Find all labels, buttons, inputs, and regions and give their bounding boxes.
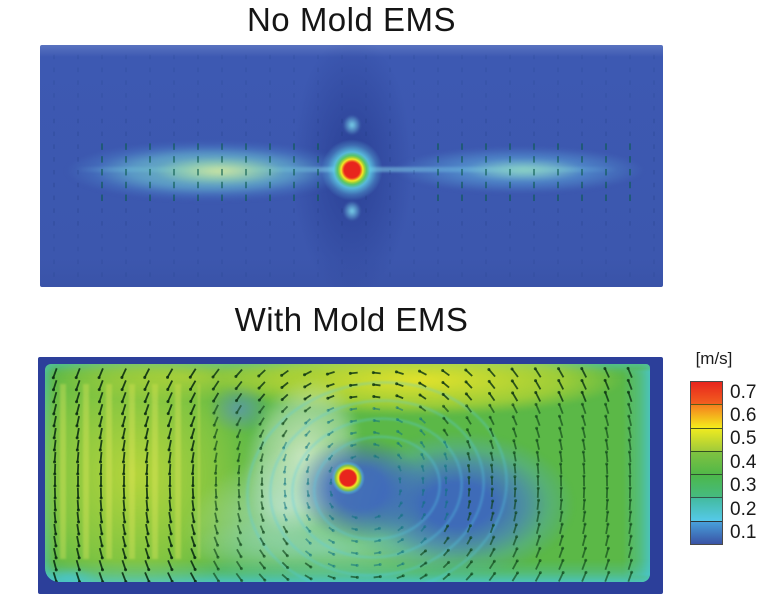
right-jet-band-core: [465, 159, 585, 181]
colorbar-tick-label: 0.5: [730, 428, 757, 450]
pale-spiral-band-upper: [225, 364, 380, 549]
colorbar-body: 0.7 0.6 0.5 0.4 0.3 0.2 0.1: [690, 381, 756, 545]
colorbar-tick-label: 0.4: [730, 451, 757, 473]
upper-blue-patch: [208, 384, 270, 434]
colorbar-segment: [691, 450, 722, 475]
colorbar-segment: [691, 497, 722, 521]
center-shadow-column: [292, 45, 412, 287]
top-high-velocity-band-left: [45, 364, 325, 402]
left-high-velocity-region: [45, 364, 260, 582]
bottom-edge-cyan-band: [45, 560, 650, 582]
colorbar-gradient: [690, 381, 723, 545]
colorbar-unit-label: [m/s]: [695, 349, 733, 368]
colorbar: [m/s] 0.7 0.6 0.5 0.4 0.3 0.2 0.1: [686, 349, 782, 545]
colorbar-tick-label: 0.3: [730, 475, 757, 497]
right-edge-cyan-band: [622, 370, 650, 576]
colorbar-tick-label: 0.2: [730, 498, 757, 520]
colorbar-segment: [691, 474, 722, 498]
flow-field: [45, 364, 650, 582]
pale-spiral-band-lower: [185, 512, 475, 582]
colorbar-tick-labels: 0.7 0.6 0.5 0.4 0.3 0.2 0.1: [730, 381, 756, 545]
vortex-core-near-nozzle: [295, 436, 425, 541]
velocity-field-no-mold-ems: [40, 45, 663, 287]
panel-title-no-mold-ems: No Mold EMS: [246, 1, 457, 38]
vortex-cyan-arc: [306, 427, 448, 549]
colorbar-segment: [691, 382, 722, 405]
nozzle-hotspot: [325, 455, 371, 501]
secondary-jet-blob-lower: [343, 201, 361, 221]
bottom-left-cyan-corner: [45, 518, 189, 582]
vortex-cyan-arc: [257, 385, 497, 582]
colorbar-segment: [691, 404, 722, 428]
left-jet-band: [65, 141, 355, 201]
colorbar-tick-label: 0.7: [730, 381, 757, 403]
vortex-cyan-arc: [232, 364, 522, 582]
vector-field-overlay: [51, 366, 634, 582]
panel-title-with-mold-ems: With Mold EMS: [234, 301, 469, 338]
velocity-field-with-mold-ems: [38, 357, 663, 594]
vector-field-overlay: [53, 54, 655, 277]
colorbar-tick-label: 0.1: [730, 522, 757, 544]
pale-spiral-band-mid: [167, 418, 408, 582]
colorbar-tick-label: 0.6: [730, 405, 757, 427]
top-high-velocity-band: [215, 364, 625, 416]
left-velocity-streaks: [60, 384, 200, 559]
vortex-core-low-velocity: [340, 432, 575, 577]
secondary-jet-blob-upper: [343, 115, 361, 135]
left-jet-band-core: [155, 157, 285, 185]
colorbar-segment: [691, 520, 722, 544]
midplane-jet-line: [75, 167, 618, 172]
colorbar-segment: [691, 427, 722, 451]
nozzle-hotspot: [320, 138, 384, 202]
vortex-cyan-arc: [282, 406, 472, 570]
right-jet-band: [395, 147, 645, 193]
